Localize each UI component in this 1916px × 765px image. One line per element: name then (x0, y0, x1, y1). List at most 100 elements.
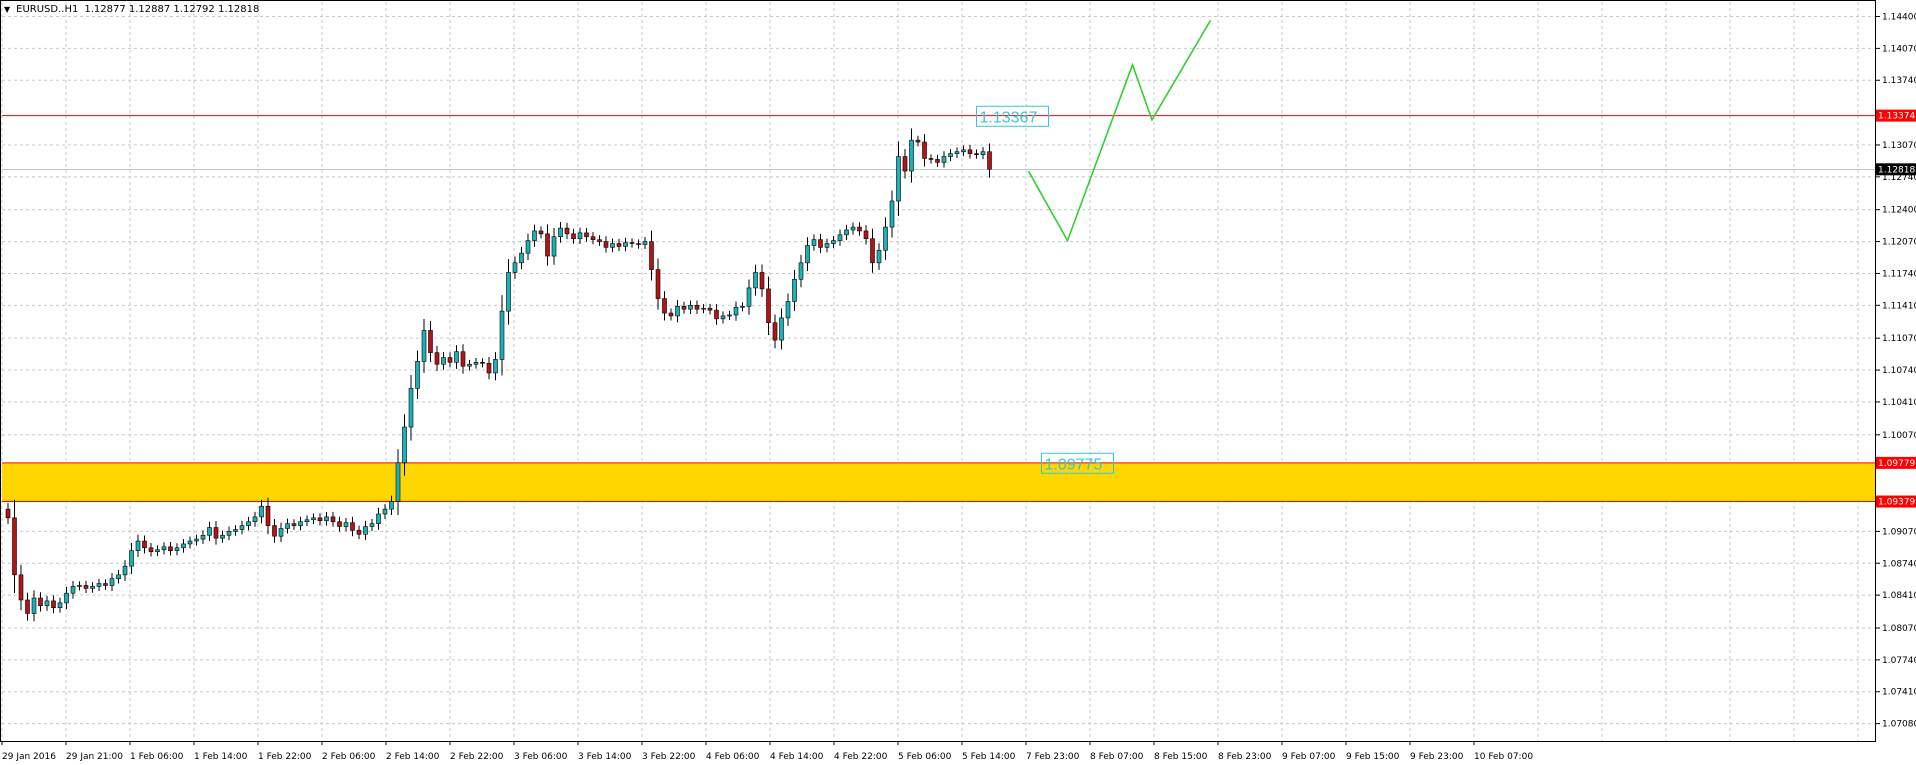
candle-body (460, 351, 466, 367)
ohlc-values: 1.12877 1.12887 1.12792 1.12818 (84, 4, 260, 15)
x-tick-label: 29 Jan 21:00 (66, 752, 123, 762)
candle-body (792, 278, 797, 302)
candle-body (870, 238, 875, 264)
candle-body (135, 540, 141, 551)
candle-body (5, 508, 11, 519)
y-tick-label: 1.14070 (1882, 44, 1916, 54)
candle-body (298, 521, 303, 526)
y-tick-label: 1.10070 (1882, 431, 1916, 441)
candle-body (90, 586, 95, 589)
candle-body (376, 513, 381, 524)
candle-body (564, 227, 570, 235)
candle-body (174, 547, 180, 551)
candle-body (935, 159, 940, 163)
candle-body (233, 529, 238, 532)
level-price-label: 1.09779 (1878, 459, 1915, 469)
y-tick-label: 1.11070 (1882, 334, 1916, 344)
annotation-box (1041, 452, 1114, 474)
y-tick-label: 1.13740 (1882, 76, 1916, 86)
candle-body (571, 233, 576, 239)
candle-body (467, 363, 472, 367)
x-tick-label: 4 Feb 06:00 (706, 752, 760, 762)
candle-body (12, 517, 17, 576)
candle-body (707, 307, 713, 311)
level-price-label: 1.09379 (1878, 498, 1915, 508)
candle-body (103, 583, 108, 586)
candle-body (987, 151, 992, 170)
candle-body (44, 600, 50, 607)
candle-body (584, 232, 589, 238)
candle-body (57, 602, 63, 608)
candle-body (142, 540, 147, 549)
x-tick-label: 3 Feb 22:00 (642, 752, 696, 762)
level-price-tag (1876, 456, 1916, 469)
candle-body (428, 330, 433, 353)
candle-body (51, 600, 56, 608)
x-tick-label: 9 Feb 23:00 (1410, 752, 1464, 762)
x-tick-label: 1 Feb 06:00 (130, 752, 184, 762)
candle-body (38, 597, 43, 607)
candle-body (811, 239, 817, 246)
candle-body (187, 540, 193, 545)
candle-body (454, 351, 459, 363)
candle-body (70, 586, 76, 594)
candle-body (785, 301, 791, 319)
candle-body (883, 226, 888, 251)
candle-body (415, 361, 420, 389)
candle-body (590, 236, 596, 240)
candle-body (941, 156, 947, 163)
candle-body (161, 546, 167, 551)
candle-body (876, 249, 882, 264)
x-tick-label: 1 Feb 14:00 (194, 752, 248, 762)
x-tick-label: 8 Feb 15:00 (1154, 752, 1208, 762)
candle-body (343, 522, 349, 527)
candle-body (850, 226, 856, 231)
x-tick-label: 2 Feb 14:00 (386, 752, 440, 762)
y-tick-label: 1.08410 (1882, 591, 1916, 601)
x-tick-label: 7 Feb 23:00 (1026, 752, 1080, 762)
candle-body (805, 245, 810, 264)
candle-body (480, 362, 485, 364)
candle-body (77, 585, 82, 587)
candle-body (220, 534, 225, 539)
y-tick-label: 1.07740 (1882, 656, 1916, 666)
candle-body (636, 243, 641, 245)
x-tick-label: 5 Feb 14:00 (962, 752, 1016, 762)
candle-body (922, 141, 927, 159)
candle-body (291, 523, 297, 526)
candle-body (382, 508, 388, 515)
x-tick-label: 2 Feb 22:00 (450, 752, 504, 762)
y-tick-label: 1.11410 (1882, 301, 1916, 311)
projection-line (1027, 19, 1212, 243)
candle-body (759, 272, 765, 290)
candle-body (597, 239, 602, 242)
x-tick-label: 8 Feb 23:00 (1218, 752, 1272, 762)
candle-body (122, 565, 128, 576)
candle-body (623, 242, 628, 247)
candle-body (616, 243, 622, 247)
current-price-tag (1876, 163, 1916, 176)
x-tick-label: 3 Feb 14:00 (578, 752, 632, 762)
support-zone (2, 462, 1875, 502)
candle-body (109, 578, 115, 586)
candle-body (441, 357, 446, 365)
level-price-tag (1876, 109, 1916, 122)
candle-body (421, 330, 427, 362)
candle-body (311, 517, 316, 521)
y-tick-label: 1.07080 (1882, 720, 1916, 730)
triangle-down-icon[interactable]: ▼ (4, 5, 11, 14)
candle-body (948, 153, 953, 157)
candle-body (493, 359, 498, 374)
candle-body (668, 312, 674, 317)
chart-header: ▼ EURUSD..H1 1.12877 1.12887 1.12792 1.1… (4, 4, 259, 15)
candle-body (675, 305, 680, 317)
candle-body (194, 538, 199, 542)
candle-body (629, 242, 635, 244)
candle-body (434, 352, 440, 365)
candle-body (558, 227, 563, 238)
candle-body (824, 243, 830, 248)
candle-body (148, 547, 154, 552)
y-tick-label: 1.09070 (1882, 527, 1916, 537)
y-tick-label: 1.08070 (1882, 624, 1916, 634)
